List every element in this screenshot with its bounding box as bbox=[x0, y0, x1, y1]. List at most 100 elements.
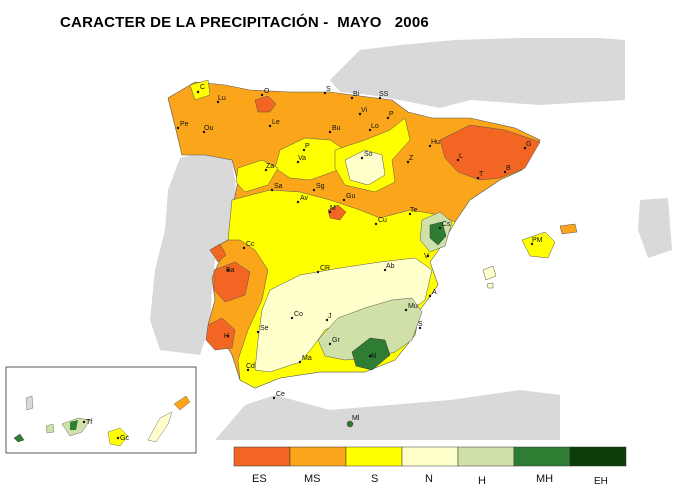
svg-text:Sg: Sg bbox=[316, 183, 325, 190]
zone-mh-almeria bbox=[351, 337, 391, 371]
ibiza bbox=[482, 265, 497, 281]
svg-text:Cu: Cu bbox=[378, 217, 387, 224]
station-Pe: Pe bbox=[176, 121, 189, 130]
station-Sg: Sg bbox=[312, 183, 325, 192]
station-Ce: Ce bbox=[272, 391, 285, 400]
svg-text:Gr: Gr bbox=[332, 337, 340, 344]
svg-text:Cd: Cd bbox=[246, 363, 255, 370]
legend-swatch-h bbox=[457, 446, 515, 467]
la-palma bbox=[25, 395, 34, 411]
legend-swatch-es bbox=[233, 446, 291, 467]
svg-text:So: So bbox=[364, 151, 373, 158]
svg-text:S: S bbox=[418, 321, 423, 328]
station-P2: P bbox=[302, 143, 310, 152]
map-title: CARACTER DE LA PRECIPITACIÓN - MAYO 2006 bbox=[60, 14, 429, 31]
zone-es-madrid bbox=[327, 204, 347, 221]
station-Gc: Gc bbox=[116, 435, 129, 442]
station-Gu: Gu bbox=[342, 193, 355, 202]
station-Ab: Ab bbox=[383, 263, 395, 272]
legend-label-h: H bbox=[478, 475, 486, 487]
svg-text:Lo: Lo bbox=[371, 123, 379, 130]
sardinia-land bbox=[638, 198, 672, 258]
svg-text:Av: Av bbox=[300, 195, 309, 202]
fuerteventura bbox=[147, 411, 173, 443]
station-Al: Al bbox=[368, 353, 377, 360]
france-land bbox=[330, 38, 625, 108]
station-CR: CR bbox=[316, 265, 330, 274]
station-PM: PM bbox=[530, 237, 543, 246]
station-H: H bbox=[224, 333, 230, 340]
legend-label-eh: EH bbox=[594, 476, 608, 487]
legend-swatch-eh bbox=[569, 446, 627, 467]
station-Bu: Bu bbox=[328, 125, 341, 134]
svg-text:H: H bbox=[224, 333, 229, 340]
station-Za: Za bbox=[264, 163, 274, 172]
svg-text:Gc: Gc bbox=[120, 435, 129, 442]
station-Cu: Cu bbox=[374, 217, 387, 226]
tenerife-core bbox=[70, 420, 78, 430]
la-gomera bbox=[45, 423, 55, 434]
svg-text:SS: SS bbox=[379, 91, 389, 98]
station-Cc: Cc bbox=[242, 241, 255, 250]
portugal-land bbox=[150, 150, 238, 355]
station-Hu: Hu bbox=[428, 139, 440, 148]
svg-text:B: B bbox=[506, 165, 511, 172]
svg-text:L: L bbox=[459, 153, 463, 160]
lanzarote bbox=[173, 395, 191, 411]
station-Av: Av bbox=[296, 195, 309, 204]
svg-text:Ba: Ba bbox=[226, 267, 235, 274]
svg-text:Le: Le bbox=[272, 119, 280, 126]
legend-label-s: S bbox=[371, 473, 378, 485]
mallorca bbox=[521, 231, 556, 259]
north-africa-land bbox=[215, 390, 560, 440]
svg-text:Cc: Cc bbox=[246, 241, 255, 248]
station-M: M bbox=[328, 205, 336, 214]
station-Mu: Mu bbox=[404, 303, 418, 312]
station-Ou: Ou bbox=[202, 125, 213, 134]
svg-text:V: V bbox=[424, 253, 429, 260]
station-B: B bbox=[503, 165, 511, 174]
el-hierro bbox=[13, 433, 25, 443]
zone-es-huelva bbox=[205, 317, 236, 351]
svg-text:Pe: Pe bbox=[180, 121, 189, 128]
svg-text:Se: Se bbox=[260, 325, 269, 332]
station-Bi: Bi bbox=[350, 91, 360, 100]
svg-text:Ml: Ml bbox=[352, 415, 360, 422]
svg-text:Ce: Ce bbox=[276, 391, 285, 398]
station-Co: Co bbox=[290, 311, 303, 320]
svg-text:Co: Co bbox=[294, 311, 303, 318]
svg-text:P: P bbox=[305, 143, 310, 150]
legend-swatch-n bbox=[401, 446, 459, 467]
svg-text:Va: Va bbox=[298, 155, 306, 162]
station-SS: SS bbox=[378, 91, 389, 100]
zone-s-zamora bbox=[235, 159, 279, 193]
station-T: T bbox=[476, 171, 484, 180]
station-Le: Le bbox=[268, 119, 280, 128]
station-S-cartagena: S bbox=[418, 321, 423, 330]
svg-text:Cs: Cs bbox=[442, 221, 451, 228]
station-Te: Te bbox=[408, 207, 418, 216]
svg-text:S: S bbox=[326, 86, 331, 93]
legend: ES MS S N H MH EH bbox=[233, 446, 627, 487]
svg-text:M: M bbox=[330, 205, 336, 212]
station-Vi: Vi bbox=[358, 107, 368, 116]
svg-text:CR: CR bbox=[320, 265, 330, 272]
svg-text:Z: Z bbox=[409, 155, 414, 162]
station-Gr: Gr bbox=[328, 337, 340, 346]
station-Cd: Cd bbox=[246, 363, 255, 372]
svg-text:Bi: Bi bbox=[353, 91, 360, 98]
svg-text:Gu: Gu bbox=[346, 193, 355, 200]
station-Lo: Lo bbox=[368, 123, 379, 132]
svg-text:G: G bbox=[526, 141, 531, 148]
legend-swatch-ms bbox=[289, 446, 347, 467]
melilla-marker bbox=[346, 420, 354, 428]
svg-text:Bu: Bu bbox=[332, 125, 341, 132]
legend-label-ms: MS bbox=[304, 473, 321, 485]
svg-text:Te: Te bbox=[410, 207, 418, 214]
station-A: A bbox=[428, 289, 437, 298]
svg-text:Ou: Ou bbox=[204, 125, 213, 132]
svg-text:J: J bbox=[328, 313, 332, 320]
station-J: J bbox=[325, 313, 332, 322]
zone-h-southeast bbox=[317, 297, 423, 361]
